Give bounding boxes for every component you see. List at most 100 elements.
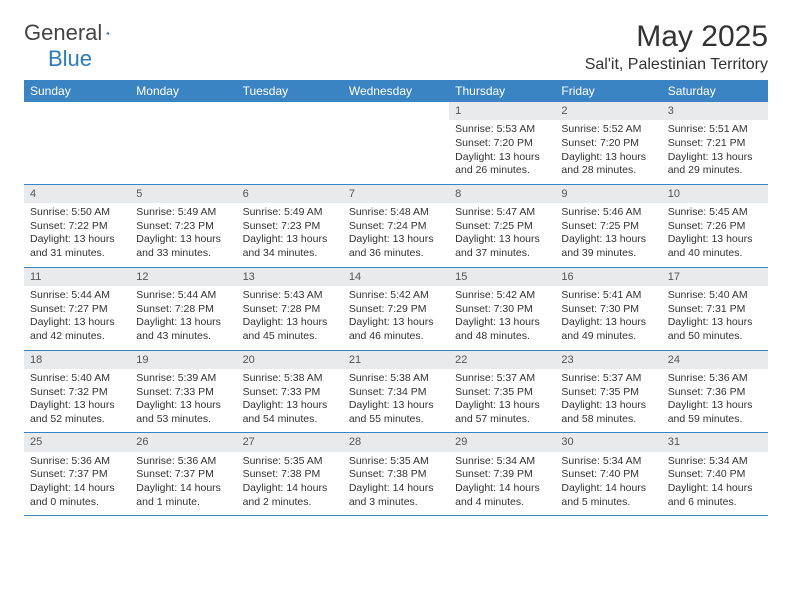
day-number: 12 — [130, 268, 236, 286]
daylight-text: Daylight: 13 hours and 52 minutes. — [30, 399, 124, 426]
day-cell: 18Sunrise: 5:40 AMSunset: 7:32 PMDayligh… — [24, 351, 130, 433]
day-number: 20 — [237, 351, 343, 369]
day-content: Sunrise: 5:39 AMSunset: 7:33 PMDaylight:… — [130, 369, 236, 433]
day-number: 7 — [343, 185, 449, 203]
day-cell: 26Sunrise: 5:36 AMSunset: 7:37 PMDayligh… — [130, 433, 236, 515]
sunset-text: Sunset: 7:34 PM — [349, 386, 443, 400]
daylight-text: Daylight: 13 hours and 39 minutes. — [561, 233, 655, 260]
day-number: 21 — [343, 351, 449, 369]
day-number: 29 — [449, 433, 555, 451]
day-content: Sunrise: 5:48 AMSunset: 7:24 PMDaylight:… — [343, 203, 449, 267]
sunrise-text: Sunrise: 5:34 AM — [561, 455, 655, 469]
day-content: Sunrise: 5:53 AMSunset: 7:20 PMDaylight:… — [449, 120, 555, 184]
daylight-text: Daylight: 14 hours and 0 minutes. — [30, 482, 124, 509]
day-number: 15 — [449, 268, 555, 286]
daylight-text: Daylight: 13 hours and 34 minutes. — [243, 233, 337, 260]
day-cell — [24, 102, 130, 184]
day-cell: 25Sunrise: 5:36 AMSunset: 7:37 PMDayligh… — [24, 433, 130, 515]
day-content: Sunrise: 5:38 AMSunset: 7:34 PMDaylight:… — [343, 369, 449, 433]
day-cell: 1Sunrise: 5:53 AMSunset: 7:20 PMDaylight… — [449, 102, 555, 184]
sunrise-text: Sunrise: 5:52 AM — [561, 123, 655, 137]
day-number: 10 — [662, 185, 768, 203]
daylight-text: Daylight: 13 hours and 57 minutes. — [455, 399, 549, 426]
daylight-text: Daylight: 14 hours and 3 minutes. — [349, 482, 443, 509]
sunrise-text: Sunrise: 5:37 AM — [561, 372, 655, 386]
day-cell: 10Sunrise: 5:45 AMSunset: 7:26 PMDayligh… — [662, 185, 768, 267]
day-content: Sunrise: 5:37 AMSunset: 7:35 PMDaylight:… — [449, 369, 555, 433]
day-cell: 14Sunrise: 5:42 AMSunset: 7:29 PMDayligh… — [343, 268, 449, 350]
day-cell: 29Sunrise: 5:34 AMSunset: 7:39 PMDayligh… — [449, 433, 555, 515]
day-cell: 21Sunrise: 5:38 AMSunset: 7:34 PMDayligh… — [343, 351, 449, 433]
sunrise-text: Sunrise: 5:50 AM — [30, 206, 124, 220]
day-number: 3 — [662, 102, 768, 120]
daylight-text: Daylight: 13 hours and 37 minutes. — [455, 233, 549, 260]
day-cell — [130, 102, 236, 184]
sunrise-text: Sunrise: 5:48 AM — [349, 206, 443, 220]
day-cell: 4Sunrise: 5:50 AMSunset: 7:22 PMDaylight… — [24, 185, 130, 267]
day-number: 26 — [130, 433, 236, 451]
sunset-text: Sunset: 7:25 PM — [455, 220, 549, 234]
week-row: 25Sunrise: 5:36 AMSunset: 7:37 PMDayligh… — [24, 433, 768, 516]
week-row: 4Sunrise: 5:50 AMSunset: 7:22 PMDaylight… — [24, 185, 768, 268]
daylight-text: Daylight: 13 hours and 43 minutes. — [136, 316, 230, 343]
day-cell — [343, 102, 449, 184]
day-content: Sunrise: 5:36 AMSunset: 7:37 PMDaylight:… — [24, 452, 130, 516]
sunset-text: Sunset: 7:30 PM — [455, 303, 549, 317]
day-content: Sunrise: 5:43 AMSunset: 7:28 PMDaylight:… — [237, 286, 343, 350]
sunrise-text: Sunrise: 5:36 AM — [136, 455, 230, 469]
day-number: 5 — [130, 185, 236, 203]
day-number: 9 — [555, 185, 661, 203]
day-number: 24 — [662, 351, 768, 369]
sunset-text: Sunset: 7:22 PM — [30, 220, 124, 234]
day-content: Sunrise: 5:41 AMSunset: 7:30 PMDaylight:… — [555, 286, 661, 350]
dow-friday: Friday — [555, 80, 661, 102]
dow-sunday: Sunday — [24, 80, 130, 102]
dow-tuesday: Tuesday — [237, 80, 343, 102]
sunrise-text: Sunrise: 5:42 AM — [455, 289, 549, 303]
day-content: Sunrise: 5:38 AMSunset: 7:33 PMDaylight:… — [237, 369, 343, 433]
logo-text-general: General — [24, 20, 102, 46]
day-cell: 30Sunrise: 5:34 AMSunset: 7:40 PMDayligh… — [555, 433, 661, 515]
day-content: Sunrise: 5:44 AMSunset: 7:27 PMDaylight:… — [24, 286, 130, 350]
day-number: 23 — [555, 351, 661, 369]
sunset-text: Sunset: 7:37 PM — [136, 468, 230, 482]
daylight-text: Daylight: 13 hours and 31 minutes. — [30, 233, 124, 260]
sunset-text: Sunset: 7:26 PM — [668, 220, 762, 234]
daylight-text: Daylight: 13 hours and 46 minutes. — [349, 316, 443, 343]
day-content: Sunrise: 5:42 AMSunset: 7:29 PMDaylight:… — [343, 286, 449, 350]
daylight-text: Daylight: 14 hours and 6 minutes. — [668, 482, 762, 509]
sunrise-text: Sunrise: 5:34 AM — [455, 455, 549, 469]
day-content: Sunrise: 5:37 AMSunset: 7:35 PMDaylight:… — [555, 369, 661, 433]
week-row: 1Sunrise: 5:53 AMSunset: 7:20 PMDaylight… — [24, 102, 768, 185]
day-cell: 23Sunrise: 5:37 AMSunset: 7:35 PMDayligh… — [555, 351, 661, 433]
day-number: 2 — [555, 102, 661, 120]
day-number: 28 — [343, 433, 449, 451]
sunrise-text: Sunrise: 5:38 AM — [243, 372, 337, 386]
day-content: Sunrise: 5:51 AMSunset: 7:21 PMDaylight:… — [662, 120, 768, 184]
day-content: Sunrise: 5:36 AMSunset: 7:36 PMDaylight:… — [662, 369, 768, 433]
sunrise-text: Sunrise: 5:40 AM — [668, 289, 762, 303]
sunrise-text: Sunrise: 5:47 AM — [455, 206, 549, 220]
day-cell — [237, 102, 343, 184]
day-number: 16 — [555, 268, 661, 286]
sunset-text: Sunset: 7:40 PM — [561, 468, 655, 482]
daylight-text: Daylight: 13 hours and 59 minutes. — [668, 399, 762, 426]
daylight-text: Daylight: 13 hours and 55 minutes. — [349, 399, 443, 426]
days-of-week-header: Sunday Monday Tuesday Wednesday Thursday… — [24, 80, 768, 102]
dow-saturday: Saturday — [662, 80, 768, 102]
day-cell: 13Sunrise: 5:43 AMSunset: 7:28 PMDayligh… — [237, 268, 343, 350]
daylight-text: Daylight: 13 hours and 40 minutes. — [668, 233, 762, 260]
day-number: 1 — [449, 102, 555, 120]
day-content: Sunrise: 5:47 AMSunset: 7:25 PMDaylight:… — [449, 203, 555, 267]
sunrise-text: Sunrise: 5:41 AM — [561, 289, 655, 303]
sunset-text: Sunset: 7:37 PM — [30, 468, 124, 482]
sunset-text: Sunset: 7:36 PM — [668, 386, 762, 400]
day-cell: 31Sunrise: 5:34 AMSunset: 7:40 PMDayligh… — [662, 433, 768, 515]
day-cell: 28Sunrise: 5:35 AMSunset: 7:38 PMDayligh… — [343, 433, 449, 515]
day-number: 30 — [555, 433, 661, 451]
sunrise-text: Sunrise: 5:53 AM — [455, 123, 549, 137]
day-cell: 22Sunrise: 5:37 AMSunset: 7:35 PMDayligh… — [449, 351, 555, 433]
sunrise-text: Sunrise: 5:51 AM — [668, 123, 762, 137]
day-content: Sunrise: 5:35 AMSunset: 7:38 PMDaylight:… — [237, 452, 343, 516]
sunset-text: Sunset: 7:33 PM — [243, 386, 337, 400]
